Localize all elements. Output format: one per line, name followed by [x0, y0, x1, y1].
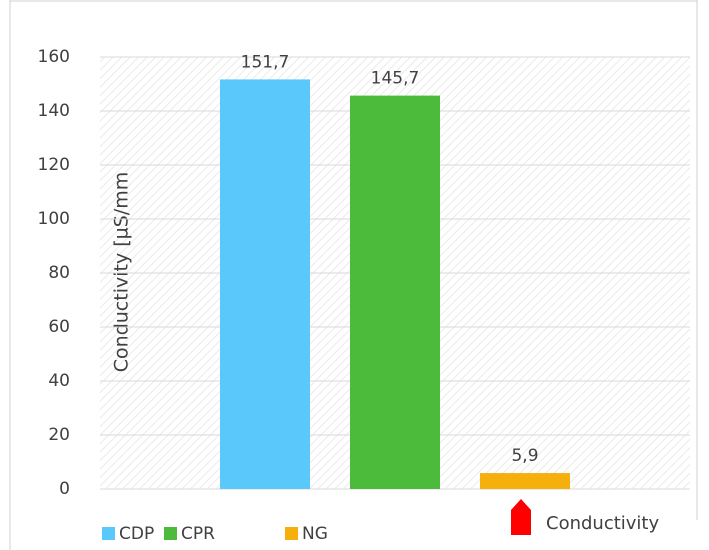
bar [220, 79, 310, 489]
y-tick-label: 120 [38, 155, 70, 175]
y-tick-label: 160 [38, 47, 70, 67]
y-tick-label: 0 [59, 479, 70, 499]
legend-swatch [285, 527, 298, 540]
y-tick-label: 40 [48, 371, 70, 391]
value-label: 5,9 [511, 446, 538, 466]
legend-label: CPR [181, 524, 215, 544]
bar [480, 473, 570, 489]
annotation-icon [511, 499, 531, 535]
bar [350, 95, 440, 490]
legend-label: NG [302, 524, 328, 544]
legend-label: CDP [119, 524, 154, 544]
y-tick-label: 80 [48, 263, 70, 283]
y-tick-label: 20 [48, 425, 70, 445]
annotation: Conductivity [546, 513, 659, 534]
y-tick-label: 140 [38, 101, 70, 121]
legend-swatch [102, 527, 115, 540]
legend-swatch [164, 527, 177, 540]
value-label: 145,7 [371, 69, 420, 89]
y-tick-label: 100 [38, 209, 70, 229]
y-axis-label: Conductivity [µS/mm [111, 172, 133, 372]
value-label: 151,7 [241, 52, 290, 72]
y-tick-label: 60 [48, 317, 70, 337]
